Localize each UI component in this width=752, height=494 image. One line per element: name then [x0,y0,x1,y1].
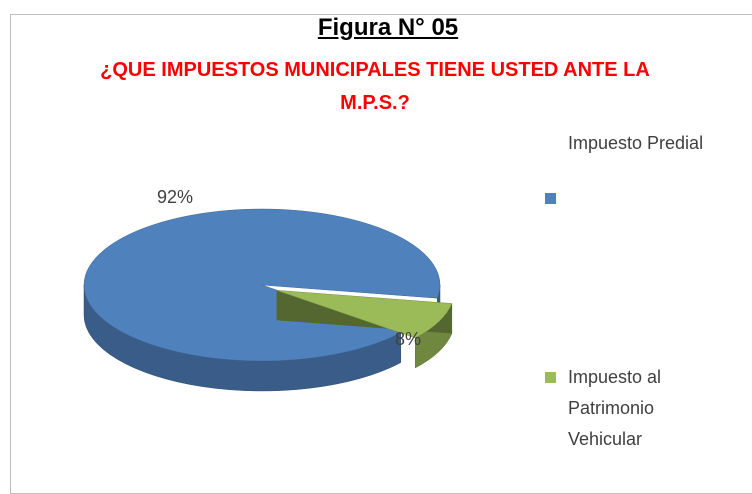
chart-title: Figura N° 05 [317,14,459,41]
pie-slice [83,208,441,362]
legend-marker [545,372,556,383]
legend-label: Impuesto al Patrimonio Vehicular [568,367,662,449]
data-label: 92% [157,187,193,207]
data-label: 8% [395,329,421,349]
legend-label: Impuesto Predial [568,133,704,153]
pie-slice [276,290,453,339]
legend-marker [545,193,556,204]
chart-subtitle: ¿QUE IMPUESTOS MUNICIPALES TIENE USTED A… [100,59,650,114]
